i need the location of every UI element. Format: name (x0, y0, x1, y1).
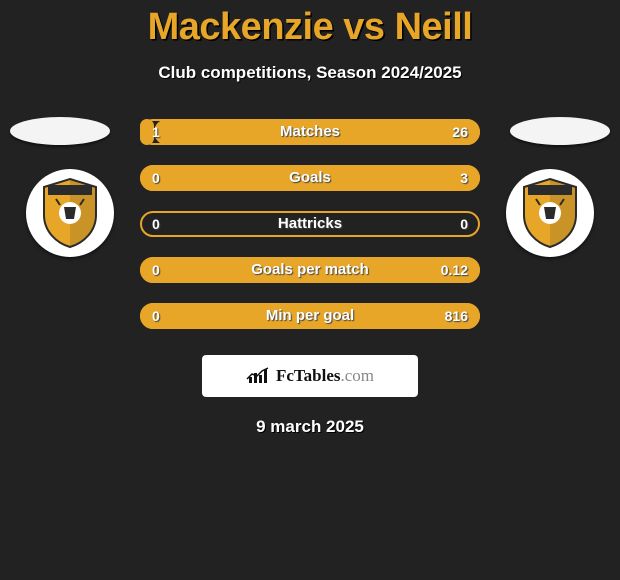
stat-label: Min per goal (140, 303, 480, 329)
date-text: 9 march 2025 (0, 417, 620, 437)
club-shield-icon (40, 177, 100, 249)
brand-text: FcTables.com (276, 366, 374, 386)
stat-row: 126Matches (140, 119, 480, 145)
brand-main: FcTables (276, 366, 341, 385)
club-shield-icon (520, 177, 580, 249)
comparison-card: Mackenzie vs Neill Club competitions, Se… (0, 0, 620, 580)
club-badge-left (26, 169, 114, 257)
comparison-arena: 126Matches 03Goals 00Hattricks 00.12Goals p… (0, 105, 620, 345)
player-avatar-left (10, 117, 110, 145)
stat-row: 00.12Goals per match (140, 257, 480, 283)
stat-label: Goals per match (140, 257, 480, 283)
stat-label: Goals (140, 165, 480, 191)
club-badge-right (506, 169, 594, 257)
player-avatar-right (510, 117, 610, 145)
brand-box: FcTables.com (202, 355, 418, 397)
subtitle: Club competitions, Season 2024/2025 (0, 63, 620, 83)
stat-bars: 126Matches 03Goals 00Hattricks 00.12Goals p… (140, 119, 480, 349)
stat-row: 0816Min per goal (140, 303, 480, 329)
stat-row: 00Hattricks (140, 211, 480, 237)
stat-label: Matches (140, 119, 480, 145)
brand-suffix: .com (341, 366, 375, 385)
brand-chart-icon (246, 366, 270, 386)
stat-label: Hattricks (140, 211, 480, 237)
page-title: Mackenzie vs Neill (0, 0, 620, 49)
stat-row: 03Goals (140, 165, 480, 191)
